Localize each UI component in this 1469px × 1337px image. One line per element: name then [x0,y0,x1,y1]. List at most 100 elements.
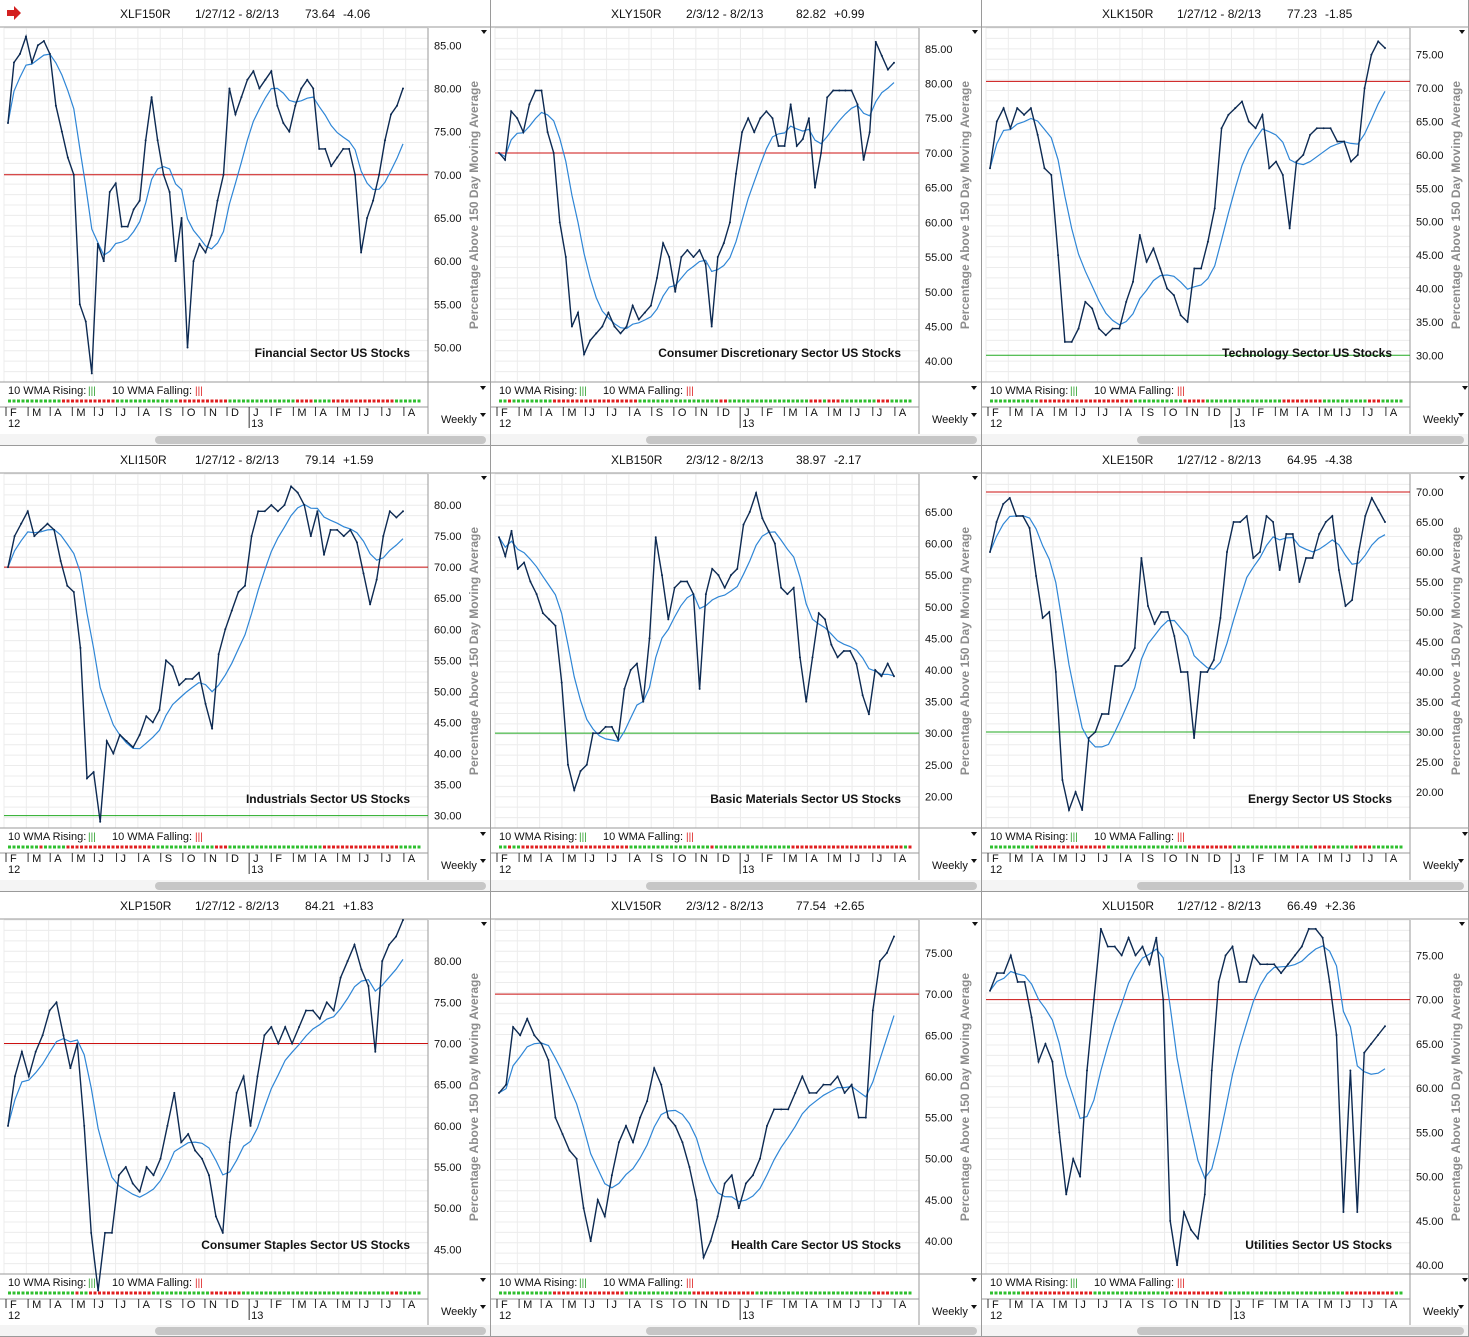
interval-label[interactable]: Weekly [441,1306,477,1318]
falling-dot [1305,399,1308,403]
falling-dot [553,399,556,403]
scrollbar-thumb[interactable] [155,882,486,890]
scrollbar-thumb[interactable] [155,436,486,444]
sector-title: Health Care Sector US Stocks [731,1238,901,1252]
rising-dot [278,845,281,849]
indicator-menu-icon[interactable] [1462,386,1468,390]
scrollbar-thumb[interactable] [646,882,977,890]
indicator-menu-icon[interactable] [480,832,486,836]
axis-menu-icon[interactable] [1459,30,1465,34]
data-point [795,145,798,147]
scrollbar-thumb[interactable] [1137,436,1464,444]
rising-dot [57,1291,61,1295]
data-point [716,1215,719,1218]
interval-label[interactable]: Weekly [1423,1306,1459,1318]
data-point [276,510,279,513]
data-point [864,1116,867,1119]
axis-menu-icon[interactable] [972,30,978,34]
scrollbar-thumb[interactable] [646,436,977,444]
indicator-menu-icon[interactable] [1462,1278,1468,1282]
data-point [722,242,725,245]
month-label: A [143,1299,151,1311]
interval-label[interactable]: Weekly [932,414,968,426]
rising-dot [764,1291,768,1295]
interval-label[interactable]: Weekly [441,414,477,426]
rising-dot [670,845,673,849]
falling-dot [84,399,88,403]
data-point [336,528,339,531]
data-point [753,131,756,134]
axis-menu-icon[interactable] [1459,476,1465,480]
scrollbar-thumb[interactable] [1137,1327,1464,1335]
scrollbar-thumb[interactable] [155,1327,486,1335]
rising-dot [1138,1291,1142,1295]
interval-label[interactable]: Weekly [1423,414,1459,426]
month-label: M [342,1299,351,1311]
data-point [710,325,713,328]
chart-last-value: 66.49 [1287,899,1317,913]
indicator-menu-icon[interactable] [971,832,977,836]
scrollbar-thumb[interactable] [646,1327,977,1335]
axis-menu-icon[interactable] [481,922,487,926]
falling-dot [93,1291,97,1295]
interval-menu-icon[interactable] [1458,859,1464,863]
data-point [771,117,774,120]
interval-menu-icon[interactable] [1458,1305,1464,1309]
interval-menu-icon[interactable] [480,1305,486,1309]
axis-menu-icon[interactable] [972,476,978,480]
axis-menu-icon[interactable] [481,476,487,480]
rising-dot [823,399,826,403]
data-point [378,173,381,176]
interval-menu-icon[interactable] [480,859,486,863]
falling-dot [305,399,308,403]
rising-dot [386,1291,389,1295]
interval-menu-icon[interactable] [971,1305,977,1309]
axis-menu-icon[interactable] [972,922,978,926]
rising-dot [255,845,259,849]
interval-menu-icon[interactable] [480,413,486,417]
data-point [592,732,595,735]
rising-dot [1134,399,1137,403]
interval-label[interactable]: Weekly [932,1306,968,1318]
rising-dot [656,1291,660,1295]
month-label: J [1346,1299,1352,1311]
data-point [1275,160,1278,163]
rising-dot [1008,399,1011,403]
data-point [1035,575,1038,577]
rising-dot [399,399,403,403]
scrollbar-thumb[interactable] [1137,882,1464,890]
data-point [792,586,795,589]
falling-dot [332,845,335,849]
month-label: F [275,1299,282,1311]
month-label: J [364,1299,370,1311]
falling-dot [66,399,70,403]
y-tick-label: 50.00 [434,686,462,698]
axis-menu-icon[interactable] [1459,922,1465,926]
data-point [741,131,744,134]
indicator-menu-icon[interactable] [971,1278,977,1282]
year-label: 13 [742,1310,754,1322]
rising-dot [30,845,34,849]
data-point [66,584,69,587]
interval-label[interactable]: Weekly [441,860,477,872]
interval-menu-icon[interactable] [971,859,977,863]
falling-dot [1071,399,1074,403]
indicator-menu-icon[interactable] [971,386,977,390]
interval-menu-icon[interactable] [1458,413,1464,417]
chart-panel-xly150r: XLY150R 2/3/12 - 8/2/13 82.82 +0.99 40.00 45.… [491,0,982,446]
data-point [228,1141,231,1144]
red-arrow-icon[interactable] [6,6,22,20]
rising-dot [1269,845,1272,849]
axis-menu-icon[interactable] [481,30,487,34]
indicator-menu-icon[interactable] [480,1278,486,1282]
interval-label[interactable]: Weekly [1423,860,1459,872]
data-point [342,147,345,150]
data-point [291,1042,294,1045]
rising-dot [679,399,682,403]
interval-menu-icon[interactable] [971,413,977,417]
indicator-menu-icon[interactable] [1462,832,1468,836]
falling-dot [1044,399,1047,403]
indicator-menu-icon[interactable] [480,386,486,390]
header-bar [0,0,490,27]
interval-label[interactable]: Weekly [932,860,968,872]
